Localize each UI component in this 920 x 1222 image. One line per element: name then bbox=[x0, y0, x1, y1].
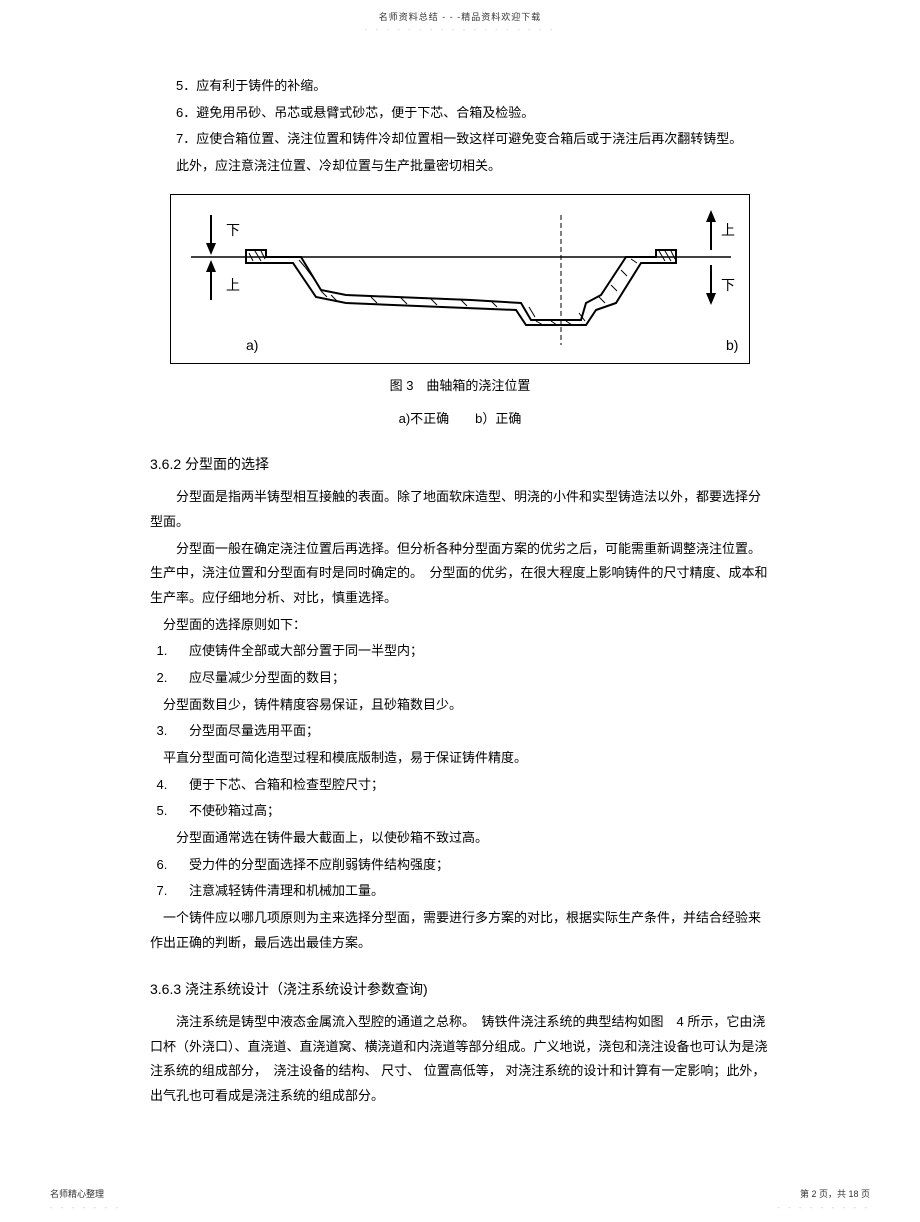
list-item-7: 7.注意减轻铸件清理和机械加工量。 bbox=[157, 879, 771, 904]
list-item-1: 1.应使铸件全部或大部分置于同一半型内； bbox=[157, 639, 771, 664]
paragraph: 分型面一般在确定浇注位置后再选择。但分析各种分型面方案的优劣之后，可能需重新调整… bbox=[150, 537, 770, 611]
section-363-title: 3.6.3 浇注系统设计（浇注系统设计参数查询) bbox=[150, 976, 770, 1003]
section-362-title: 3.6.2 分型面的选择 bbox=[150, 451, 770, 478]
footer-decoration: - - - - - - - bbox=[50, 1203, 121, 1212]
figure-3: 下 上 上 下 bbox=[150, 194, 770, 431]
footer-left: 名师精心整理 bbox=[50, 1187, 104, 1200]
main-content: 5．应有利于铸件的补缩。 6．避免用吊砂、吊芯或悬臂式砂芯，便于下芯、合箱及检验… bbox=[0, 34, 920, 1131]
page-header: 名师资料总结 - - -精品资料欢迎下载 bbox=[0, 0, 920, 23]
footer-right: 第 2 页，共 18 页 bbox=[800, 1187, 870, 1200]
paragraph: 6．避免用吊砂、吊芯或悬臂式砂芯，便于下芯、合箱及检验。 bbox=[150, 101, 770, 126]
figure-caption-2: a)不正确 b）正确 bbox=[150, 407, 770, 430]
label-bottom-left: 上 bbox=[226, 277, 240, 293]
list-item-4: 4.便于下芯、合箱和检查型腔尺寸； bbox=[157, 773, 771, 798]
paragraph: 此外，应注意浇注位置、冷却位置与生产批量密切相关。 bbox=[150, 154, 770, 179]
footer-decoration: - - - - - - - - - bbox=[777, 1203, 870, 1212]
list-item-6: 6.受力件的分型面选择不应削弱铸件结构强度； bbox=[157, 853, 771, 878]
label-bottom-right: 下 bbox=[721, 277, 735, 293]
paragraph: 分型面是指两半铸型相互接触的表面。除了地面软床造型、明浇的小件和实型铸造法以外，… bbox=[150, 485, 770, 534]
paragraph: 7．应使合箱位置、浇注位置和铸件冷却位置相一致这样可避免变合箱后或于浇注后再次翻… bbox=[150, 127, 770, 152]
sub-paragraph: 分型面通常选在铸件最大截面上，以使砂箱不致过高。 bbox=[163, 826, 770, 851]
header-decoration: - - - - - - - - - - - - - - - - - - bbox=[0, 25, 920, 34]
figure-label-b: b) bbox=[726, 337, 738, 353]
paragraph: 分型面的选择原则如下： bbox=[150, 613, 770, 638]
figure-label-a: a) bbox=[246, 337, 258, 353]
list-item-5: 5.不使砂箱过高； bbox=[157, 799, 771, 824]
paragraph: 5．应有利于铸件的补缩。 bbox=[150, 74, 770, 99]
list-item-3: 3.分型面尽量选用平面； bbox=[157, 719, 771, 744]
paragraph: 浇注系统是铸型中液态金属流入型腔的通道之总称。 铸铁件浇注系统的典型结构如图 4… bbox=[150, 1010, 770, 1109]
label-top-left: 下 bbox=[226, 222, 240, 238]
list-item-2: 2.应尽量减少分型面的数目； bbox=[157, 666, 771, 691]
sub-paragraph: 平直分型面可简化造型过程和模底版制造，易于保证铸件精度。 bbox=[163, 746, 770, 771]
paragraph: 一个铸件应以哪几项原则为主来选择分型面，需要进行多方案的对比，根据实际生产条件，… bbox=[150, 906, 770, 955]
sub-paragraph: 分型面数目少，铸件精度容易保证，且砂箱数目少。 bbox=[163, 693, 770, 718]
label-top-right: 上 bbox=[721, 222, 735, 238]
figure-caption-1: 图 3 曲轴箱的浇注位置 bbox=[150, 374, 770, 397]
crankcase-diagram: 下 上 上 下 bbox=[170, 194, 750, 364]
